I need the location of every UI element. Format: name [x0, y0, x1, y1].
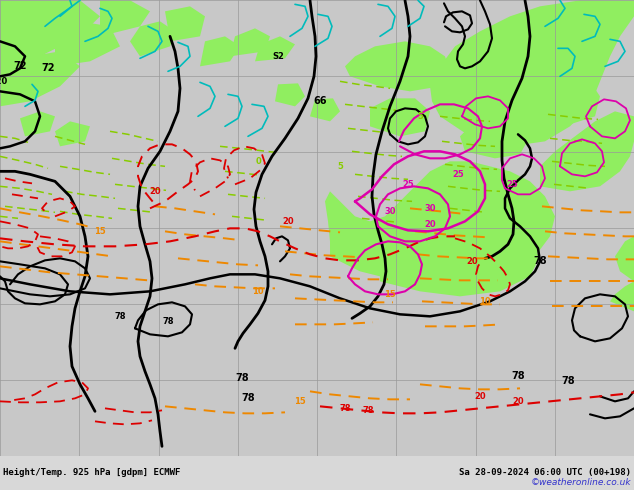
- Text: 78: 78: [241, 393, 255, 403]
- Text: 20: 20: [466, 257, 478, 266]
- Polygon shape: [100, 0, 150, 36]
- Polygon shape: [0, 51, 80, 106]
- Text: 15: 15: [384, 290, 396, 299]
- Text: 30: 30: [424, 204, 436, 213]
- Text: 15: 15: [294, 397, 306, 406]
- Polygon shape: [200, 36, 240, 66]
- Text: 20: 20: [512, 397, 524, 406]
- Polygon shape: [380, 236, 540, 296]
- Polygon shape: [535, 78, 600, 124]
- Polygon shape: [325, 161, 555, 286]
- Polygon shape: [20, 111, 55, 136]
- Text: 20: 20: [424, 220, 436, 229]
- Text: Height/Temp. 925 hPa [gdpm] ECMWF: Height/Temp. 925 hPa [gdpm] ECMWF: [3, 468, 181, 477]
- Text: Sa 28-09-2024 06:00 UTC (00+198): Sa 28-09-2024 06:00 UTC (00+198): [459, 468, 631, 477]
- Text: 20: 20: [149, 187, 161, 196]
- Text: 5: 5: [417, 112, 423, 121]
- Polygon shape: [615, 236, 634, 281]
- Text: S2: S2: [272, 52, 284, 61]
- Text: 10: 10: [252, 287, 264, 296]
- Text: 5: 5: [337, 162, 343, 171]
- Text: 25: 25: [402, 180, 414, 189]
- Text: 20: 20: [474, 392, 486, 401]
- Text: 78: 78: [235, 373, 249, 383]
- Polygon shape: [165, 6, 205, 41]
- Text: 15: 15: [94, 227, 106, 236]
- Text: -20: -20: [0, 77, 8, 86]
- Polygon shape: [454, 248, 510, 286]
- Polygon shape: [55, 22, 120, 66]
- Text: 78: 78: [511, 371, 525, 381]
- Text: 20: 20: [282, 217, 294, 226]
- Polygon shape: [55, 122, 90, 147]
- Polygon shape: [540, 111, 634, 191]
- Polygon shape: [130, 22, 175, 56]
- Text: 78: 78: [561, 376, 575, 386]
- Polygon shape: [255, 36, 295, 61]
- Polygon shape: [310, 98, 340, 122]
- Text: 78: 78: [362, 406, 374, 415]
- Text: 66: 66: [313, 97, 327, 106]
- Polygon shape: [345, 41, 450, 91]
- Polygon shape: [230, 28, 270, 56]
- Polygon shape: [275, 83, 305, 106]
- Polygon shape: [460, 116, 530, 158]
- Polygon shape: [0, 0, 100, 66]
- Text: 78: 78: [114, 312, 126, 321]
- Text: 72: 72: [41, 63, 55, 74]
- Text: 0: 0: [255, 157, 261, 166]
- Text: ©weatheronline.co.uk: ©weatheronline.co.uk: [531, 478, 631, 487]
- Text: 10: 10: [479, 297, 491, 306]
- Text: 78: 78: [162, 317, 174, 326]
- Text: 30: 30: [384, 207, 396, 216]
- Text: 78: 78: [533, 256, 547, 267]
- Text: 72: 72: [13, 61, 27, 72]
- Text: 25: 25: [506, 180, 518, 189]
- Polygon shape: [370, 98, 430, 136]
- Text: 78: 78: [339, 404, 351, 413]
- Polygon shape: [430, 0, 634, 147]
- Polygon shape: [610, 281, 634, 311]
- Text: 25: 25: [452, 170, 464, 179]
